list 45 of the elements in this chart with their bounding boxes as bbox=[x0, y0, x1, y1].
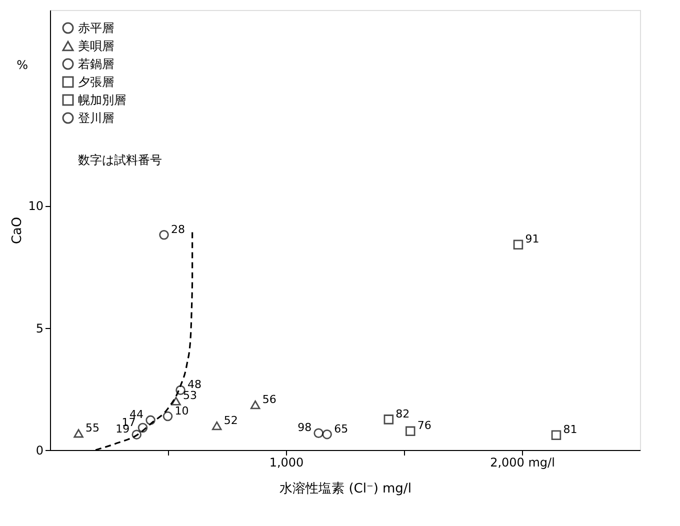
point bbox=[146, 415, 156, 426]
y-tick-label: 5 bbox=[36, 321, 44, 336]
annotation: 56 bbox=[262, 392, 276, 406]
point bbox=[138, 422, 148, 433]
annotation: 55 bbox=[86, 421, 100, 434]
annotation: 91 bbox=[525, 232, 540, 246]
legend-label: 登川層 bbox=[78, 111, 114, 125]
y-tick-label: 0 bbox=[36, 444, 44, 458]
point bbox=[74, 429, 84, 438]
point bbox=[384, 414, 394, 424]
point bbox=[132, 430, 142, 440]
point bbox=[551, 430, 562, 440]
point bbox=[250, 400, 260, 410]
annotation: 10 bbox=[174, 404, 189, 418]
point bbox=[176, 385, 186, 395]
legend-label: 若鍋層 bbox=[78, 57, 114, 71]
point bbox=[322, 429, 332, 440]
point bbox=[513, 240, 524, 250]
y-axis-title: CaO bbox=[10, 216, 26, 244]
legend-label: 美唄層 bbox=[78, 39, 114, 53]
x-tick-label: 2,000 mg/l bbox=[490, 456, 555, 470]
annotation: 65 bbox=[334, 422, 348, 436]
point bbox=[405, 426, 416, 436]
point bbox=[171, 396, 181, 406]
annotation: 48 bbox=[188, 378, 202, 392]
annotation: 76 bbox=[417, 419, 432, 432]
point bbox=[159, 230, 169, 240]
annotation: 28 bbox=[170, 222, 185, 236]
legend-label: 赤平層 bbox=[78, 21, 114, 35]
annotation: 98 bbox=[298, 421, 312, 434]
annotation: 82 bbox=[396, 407, 410, 420]
annotation: 19 bbox=[116, 422, 130, 436]
annotation: 81 bbox=[563, 423, 578, 436]
annotation: 52 bbox=[224, 414, 238, 427]
x-tick-label: 1,000 bbox=[269, 456, 304, 470]
annotation: 53 bbox=[183, 389, 198, 402]
point bbox=[314, 428, 324, 438]
y-tick-label: 10 bbox=[28, 199, 44, 214]
legend-label: 幌加別層 bbox=[78, 93, 126, 107]
point bbox=[212, 421, 222, 430]
point bbox=[162, 411, 173, 422]
text: % bbox=[16, 58, 28, 72]
annotation: 数字は試料番号 bbox=[78, 153, 162, 167]
legend-label: 夕張層 bbox=[78, 75, 114, 89]
x-axis-title: 水溶性塩素 (Cl⁻) mg/l bbox=[280, 480, 412, 496]
